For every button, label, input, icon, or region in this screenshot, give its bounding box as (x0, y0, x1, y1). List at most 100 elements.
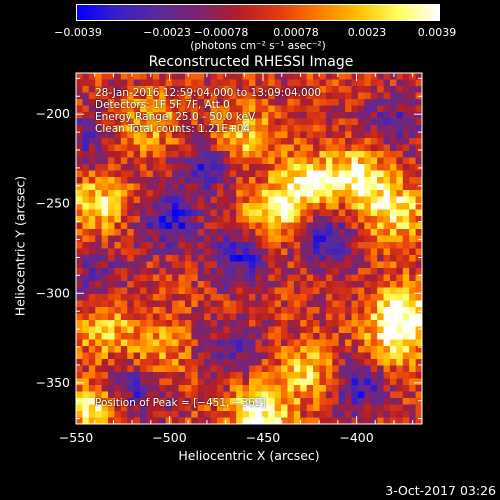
heatmap-cell (364, 125, 372, 132)
heatmap-cell (415, 385, 423, 392)
heatmap-cell (159, 157, 167, 165)
heatmap-cell (383, 268, 391, 275)
heatmap-cell (204, 177, 211, 184)
heatmap-cell (184, 170, 192, 178)
heatmap-cell (165, 326, 173, 334)
heatmap-cell (242, 359, 250, 366)
heatmap-cell (178, 229, 186, 236)
heatmap-cell (409, 131, 416, 139)
heatmap-cell (370, 229, 378, 236)
heatmap-cell (184, 157, 192, 165)
heatmap-cell (114, 170, 122, 178)
heatmap-cell (210, 131, 218, 139)
heatmap-cell (76, 112, 83, 119)
heatmap-cell (325, 118, 333, 126)
heatmap-cell (101, 417, 109, 425)
heatmap-cell (249, 294, 256, 301)
heatmap-cell (377, 131, 384, 139)
heatmap-cell (242, 222, 250, 230)
heatmap-cell (95, 151, 103, 158)
heatmap-cell (389, 365, 397, 373)
heatmap-cell (140, 242, 147, 249)
heatmap-cell (178, 151, 186, 158)
heatmap-cell (357, 248, 365, 256)
heatmap-cell (332, 346, 340, 353)
heatmap-cell (319, 346, 327, 353)
heatmap-cell (146, 352, 154, 360)
heatmap-cell (377, 144, 384, 152)
heatmap-cell (325, 411, 333, 418)
heatmap-cell (82, 242, 90, 249)
heatmap-cell (268, 203, 276, 210)
heatmap-cell (210, 151, 218, 158)
heatmap-cell (274, 209, 282, 217)
heatmap-cell (345, 92, 352, 100)
heatmap-cell (377, 307, 384, 314)
heatmap-cell (184, 105, 192, 113)
heatmap-cell (210, 248, 218, 256)
heatmap-cell (325, 352, 333, 360)
heatmap-cell (396, 99, 404, 106)
heatmap-cell (216, 170, 224, 178)
heatmap-cell (415, 261, 423, 269)
heatmap-cell (114, 112, 122, 119)
heatmap-cell (191, 281, 199, 288)
heatmap-cell (191, 209, 199, 217)
heatmap-cell (140, 92, 147, 100)
heatmap-cell (88, 391, 96, 399)
heatmap-cell (274, 112, 282, 119)
heatmap-cell (88, 339, 96, 347)
heatmap-cell (120, 268, 128, 275)
heatmap-cell (293, 151, 301, 158)
heatmap-cell (345, 404, 352, 412)
heatmap-cell (95, 242, 103, 249)
heatmap-cell (216, 151, 224, 158)
heatmap-cell (409, 294, 416, 301)
heatmap-cell (88, 164, 96, 171)
heatmap-cell (204, 209, 211, 217)
heatmap-cell (300, 346, 308, 353)
heatmap-cell (108, 404, 115, 412)
heatmap-cell (306, 170, 314, 178)
heatmap-cell (204, 294, 211, 301)
heatmap-cell (172, 372, 179, 379)
heatmap-cell (197, 170, 205, 178)
heatmap-cell (82, 203, 90, 210)
heatmap-cell (287, 307, 295, 314)
heatmap-cell (133, 144, 141, 152)
heatmap-cell (146, 144, 154, 152)
heatmap-cell (229, 255, 237, 262)
heatmap-cell (261, 372, 269, 379)
heatmap-cell (389, 352, 397, 360)
heatmap-cell (114, 281, 122, 288)
heatmap-cell (140, 144, 147, 152)
heatmap-cell (88, 92, 96, 100)
heatmap-cell (101, 131, 109, 139)
heatmap-cell (370, 391, 378, 399)
heatmap-cell (402, 112, 410, 119)
heatmap-cell (159, 320, 167, 327)
heatmap-cell (345, 313, 352, 321)
heatmap-cell (364, 164, 372, 171)
heatmap-cell (300, 170, 308, 178)
heatmap-cell (152, 281, 160, 288)
heatmap-cell (300, 164, 308, 171)
heatmap-cell (268, 131, 276, 139)
heatmap-cell (165, 118, 173, 126)
heatmap-cell (389, 73, 397, 80)
heatmap-cell (287, 417, 295, 425)
heatmap-cell (229, 404, 237, 412)
heatmap-cell (172, 385, 179, 392)
heatmap-cell (351, 203, 359, 210)
heatmap-cell (332, 99, 340, 106)
heatmap-cell (242, 183, 250, 191)
heatmap-cell (268, 183, 276, 191)
heatmap-cell (249, 242, 256, 249)
heatmap-cell (364, 248, 372, 256)
heatmap-cell (216, 105, 224, 113)
heatmap-cell (293, 255, 301, 262)
heatmap-cell (338, 235, 346, 243)
heatmap-cell (332, 287, 340, 295)
heatmap-cell (140, 196, 147, 204)
heatmap-cell (140, 359, 147, 366)
